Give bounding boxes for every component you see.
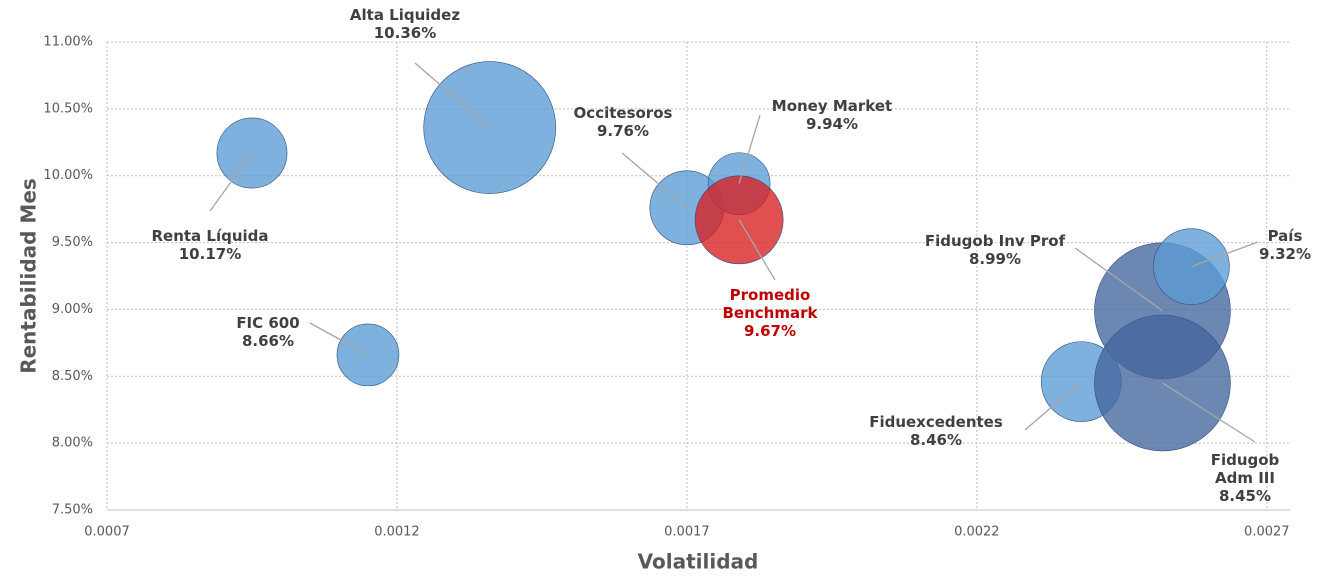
data-label: Occitesoros 9.76% (553, 104, 693, 140)
label-value: 10.17% (178, 245, 242, 263)
label-name: Money Market (771, 97, 893, 115)
y-tick-label: 9.50% (52, 235, 93, 250)
label-value: 9.67% (743, 322, 797, 340)
leader-line (1162, 382, 1256, 443)
y-tick-label: 10.00% (43, 168, 93, 183)
data-label: Fidugob Adm III 8.45% (1195, 451, 1295, 505)
label-name: Alta Liquidez (349, 6, 461, 24)
label-value: 10.36% (373, 24, 437, 42)
data-label: Renta Líquida 10.17% (130, 227, 290, 263)
x-axis-title: Volatilidad (638, 550, 759, 574)
label-name: Promedio Benchmark (722, 286, 818, 322)
data-label: Money Market 9.94% (747, 97, 917, 133)
data-label: Fidugob Inv Prof 8.99% (905, 232, 1085, 268)
label-name: País (1267, 227, 1303, 245)
data-label: Promedio Benchmark 9.67% (715, 286, 825, 340)
leader-line (209, 152, 253, 212)
leader-line (1024, 381, 1082, 431)
data-label: País 9.32% (1255, 227, 1315, 263)
data-label: FIC 600 8.66% (218, 314, 318, 350)
leader-line (621, 152, 688, 209)
leader-line (1074, 247, 1163, 312)
leader-line (738, 114, 761, 184)
label-value: 8.99% (968, 250, 1022, 268)
x-tick-label: 0.0027 (1244, 525, 1290, 540)
label-name: Renta Líquida (151, 227, 269, 245)
data-label: Alta Liquidez 10.36% (325, 6, 485, 42)
leader-line (309, 322, 369, 356)
y-tick-label: 10.50% (43, 101, 93, 116)
label-value: 9.76% (596, 122, 650, 140)
label-name: FIC 600 (236, 314, 300, 332)
label-value: 9.32% (1258, 245, 1312, 263)
label-value: 8.46% (909, 431, 963, 449)
leader-line (738, 219, 776, 281)
y-tick-label: 11.00% (43, 35, 93, 50)
x-tick-label: 0.0022 (954, 525, 1000, 540)
leader-line (1191, 241, 1259, 268)
x-tick-label: 0.0007 (84, 525, 130, 540)
label-name: Fidugob Adm III (1210, 451, 1280, 487)
y-tick-label: 9.00% (52, 302, 93, 317)
y-tick-label: 7.50% (52, 503, 93, 518)
x-tick-label: 0.0012 (374, 525, 420, 540)
y-tick-label: 8.50% (52, 369, 93, 384)
label-value: 9.94% (805, 115, 859, 133)
bubble (1153, 228, 1230, 305)
label-value: 8.66% (241, 332, 295, 350)
data-label: Fiduexcedentes 8.46% (846, 413, 1026, 449)
label-value: 8.45% (1218, 487, 1272, 505)
y-axis-title: Rentabilidad Mes (17, 178, 41, 374)
y-tick-label: 8.00% (52, 436, 93, 451)
label-name: Fidugob Inv Prof (924, 232, 1066, 250)
leader-line (414, 62, 491, 129)
x-tick-label: 0.0017 (664, 525, 710, 540)
label-name: Occitesoros (573, 104, 673, 122)
label-name: Fiduexcedentes (869, 413, 1003, 431)
